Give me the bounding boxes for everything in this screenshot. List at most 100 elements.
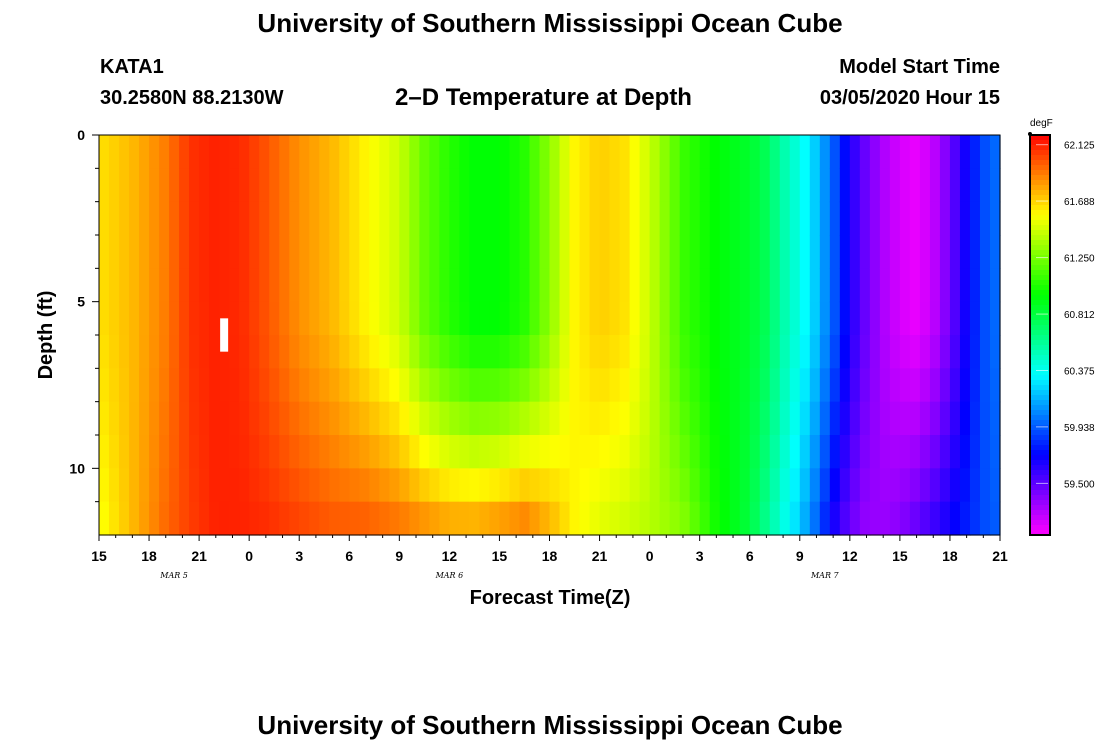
heatmap-cell (699, 268, 711, 303)
heatmap-cell (419, 368, 430, 403)
heatmap-cell (789, 501, 801, 536)
heatmap-cell (749, 268, 761, 303)
heatmap-cell (469, 401, 481, 436)
heatmap-cell (449, 168, 460, 203)
heatmap-cell (649, 435, 661, 469)
heatmap-cell (269, 368, 280, 403)
heatmap-cell (679, 468, 691, 503)
heatmap-cell (259, 335, 270, 369)
heatmap-cell (319, 501, 330, 536)
heatmap-cell (129, 235, 140, 269)
heatmap-cell (719, 268, 731, 303)
heatmap-cell (769, 201, 781, 236)
heatmap-cell (669, 201, 681, 236)
colorbar-swatch (1030, 170, 1050, 176)
heatmap-cell (129, 135, 140, 169)
heatmap-cell (319, 201, 330, 236)
heatmap-cell (679, 501, 691, 536)
heatmap-cell (189, 401, 200, 436)
heatmap-cell (289, 235, 300, 269)
heatmap-cell (299, 468, 310, 503)
heatmap-cell (249, 501, 260, 536)
heatmap-cell (739, 135, 751, 169)
heatmap-cell (509, 468, 521, 503)
colorbar-swatch (1030, 210, 1050, 216)
heatmap-cell (539, 235, 551, 269)
heatmap-cell (109, 435, 120, 469)
heatmap-cell (719, 335, 731, 369)
heatmap-cell (829, 135, 841, 169)
heatmap-cell (109, 301, 120, 336)
heatmap-cell (199, 268, 210, 303)
heatmap-cell (799, 301, 811, 336)
heatmap-cell (459, 435, 471, 469)
colorbar-tick-label: 62.125 (1064, 141, 1095, 152)
date-label: MAR 6 (435, 571, 464, 580)
heatmap-cell (599, 435, 611, 469)
heatmap-cell (249, 301, 260, 336)
colorbar-swatch (1030, 400, 1050, 406)
heatmap-cell (929, 201, 941, 236)
model-start-label: Model Start Time (839, 56, 1000, 78)
heatmap-cell (989, 235, 1001, 269)
heatmap-cell (829, 468, 841, 503)
heatmap-cell (139, 201, 150, 236)
colorbar-swatch (1030, 155, 1050, 161)
heatmap-cell (899, 335, 911, 369)
heatmap-cell (229, 435, 240, 469)
heatmap-cell (819, 468, 831, 503)
heatmap-cell (849, 368, 861, 403)
x-tick-label: 9 (796, 548, 804, 564)
heatmap-cell (319, 301, 330, 336)
heatmap-cell (749, 435, 761, 469)
heatmap-cell (109, 235, 120, 269)
heatmap-cell (649, 268, 661, 303)
heatmap-cell (919, 235, 931, 269)
y-tick-label: 0 (77, 127, 85, 143)
colorbar-swatch (1030, 250, 1050, 256)
heatmap-cell (939, 468, 951, 503)
heatmap-cell (439, 401, 450, 436)
heatmap-cell (229, 168, 240, 203)
heatmap-cell (519, 468, 531, 503)
heatmap-cell (889, 335, 901, 369)
heatmap-cell (659, 401, 671, 436)
heatmap-cell (749, 301, 761, 336)
heatmap-cell (899, 135, 911, 169)
heatmap-cell (619, 168, 631, 203)
heatmap-cell (929, 368, 941, 403)
heatmap-cell (309, 401, 320, 436)
heatmap-cell (599, 501, 611, 536)
heatmap-cell (269, 168, 280, 203)
x-tick-label: 6 (345, 548, 353, 564)
heatmap-cell (969, 235, 981, 269)
heatmap-cell (339, 435, 350, 469)
heatmap-cell (819, 435, 831, 469)
heatmap-cell (619, 401, 631, 436)
heatmap-cell (929, 335, 941, 369)
heatmap-cell (859, 335, 871, 369)
heatmap-cell (629, 501, 641, 536)
heatmap-cell (859, 301, 871, 336)
heatmap-cell (629, 368, 641, 403)
heatmap-cell (339, 401, 350, 436)
heatmap-cell (679, 235, 691, 269)
heatmap-cell (119, 435, 130, 469)
heatmap-cell (389, 268, 400, 303)
heatmap-cell (329, 368, 340, 403)
heatmap-cell (979, 268, 991, 303)
heatmap-cell (379, 235, 390, 269)
heatmap-cell (619, 201, 631, 236)
heatmap-cell (719, 501, 731, 536)
heatmap-cell (449, 401, 460, 436)
heatmap-cell (339, 201, 350, 236)
heatmap-cell (619, 268, 631, 303)
heatmap-cell (709, 468, 721, 503)
heatmap-cell (259, 401, 270, 436)
heatmap-cell (469, 135, 481, 169)
heatmap-cell (359, 401, 370, 436)
heatmap-cell (239, 368, 250, 403)
heatmap-cell (419, 468, 430, 503)
heatmap-cell (399, 301, 410, 336)
heatmap-cell (239, 335, 250, 369)
